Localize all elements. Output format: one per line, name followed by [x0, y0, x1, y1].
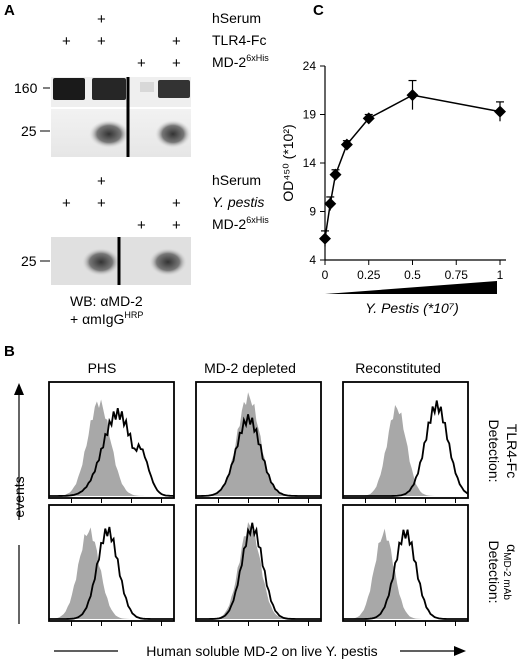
sample-histogram [343, 400, 469, 497]
dose-wedge [325, 281, 497, 294]
svg-text:+: + [137, 217, 146, 234]
row-label-md2-2: MD-26xHis [212, 215, 269, 232]
histogram-r2-c2 [195, 504, 322, 626]
row-label-ypestis: Y. pestis [212, 194, 264, 210]
x-tick-label: 0.25 [357, 268, 381, 282]
svg-text:+: + [97, 195, 106, 212]
control-histogram [196, 522, 321, 619]
svg-text:+: + [172, 55, 181, 72]
mw-25-top: 25 [21, 123, 37, 139]
histogram-r1-c3 [342, 381, 469, 503]
col-label-md2-depleted: MD-2 depleted [204, 360, 296, 376]
row-label-md2: MD-26xHis [212, 53, 269, 70]
y-tick-label: 14 [303, 156, 317, 170]
mw-25-bottom: 25 [21, 253, 37, 269]
x-tick-label: 0 [322, 268, 329, 282]
y-tick-label: 24 [303, 59, 317, 73]
y-tick-label: 19 [303, 108, 317, 122]
control-histogram [49, 399, 174, 496]
chart-c: 4 9 14 19 24 0 0.25 0.5 0.75 1 [303, 59, 506, 282]
row-label-md2mab: αMD-2 mAb [501, 544, 520, 600]
row-label-detection-2: Detection: [486, 540, 502, 603]
histogram-r2-c3 [342, 504, 469, 626]
sample-histogram [196, 522, 321, 620]
wb-caption-line2: + αmIgGHRP [70, 310, 143, 327]
histogram-r1-c2 [195, 381, 322, 503]
data-point [340, 138, 353, 151]
panel-a-top-plus-signs: + + + + + + [62, 11, 181, 72]
sample-histogram [49, 526, 174, 620]
sample-histogram [195, 414, 321, 497]
panel-a-label: A [4, 2, 15, 19]
control-histogram [49, 527, 174, 619]
sample-histogram [48, 407, 175, 497]
row-label-hserum-2: hSerum [212, 172, 261, 188]
data-point [406, 89, 419, 102]
svg-text:+: + [137, 55, 146, 72]
col-label-phs: PHS [88, 360, 117, 376]
control-histogram [343, 528, 468, 619]
svg-text:+: + [172, 33, 181, 50]
events-arrow-icon [14, 383, 24, 395]
svg-text:+: + [62, 33, 71, 50]
panel-c-label: C [313, 2, 324, 19]
data-point [362, 112, 375, 125]
x-tick-label: 0.75 [445, 268, 469, 282]
data-point [494, 105, 506, 118]
data-point [329, 168, 342, 181]
panel-b-label: B [4, 343, 15, 360]
chart-series [319, 79, 506, 247]
chart-x-label: Y. Pestis (*10⁷) [365, 300, 459, 316]
x-arrow-icon [454, 646, 466, 656]
wb-caption-line1: WB: αMD-2 [70, 293, 143, 309]
x-tick-label: 1 [497, 268, 504, 282]
row-label-tlr4fc-detect: TLR4-Fc [504, 424, 520, 478]
sample-histogram [343, 529, 468, 620]
data-point [324, 197, 337, 210]
svg-text:+: + [97, 11, 106, 28]
svg-text:+: + [172, 217, 181, 234]
series-line [324, 94, 501, 239]
panel-a-bottom-plus-signs: + + + + + + [62, 173, 181, 234]
row-label-tlr4fc: TLR4-Fc [212, 32, 266, 48]
y-tick-label: 4 [309, 253, 316, 267]
chart-x-ticks: 0 0.25 0.5 0.75 1 [322, 260, 504, 282]
y-tick-label: 9 [309, 205, 316, 219]
x-tick-label: 0.5 [404, 268, 421, 282]
svg-text:+: + [97, 173, 106, 190]
col-label-reconstituted: Reconstituted [355, 360, 441, 376]
blot-top-160 [51, 77, 191, 107]
row-label-hserum: hSerum [212, 10, 261, 26]
histogram-r1-c1 [48, 381, 175, 503]
svg-text:+: + [97, 33, 106, 50]
data-point [319, 232, 331, 245]
histogram-grid [48, 381, 469, 626]
row-label-detection-1: Detection: [486, 419, 502, 482]
svg-text:+: + [172, 195, 181, 212]
control-histogram [343, 405, 468, 496]
svg-text:+: + [62, 195, 71, 212]
chart-y-label: OD⁴⁵⁰ (*10²) [280, 124, 296, 201]
events-label: events [11, 476, 27, 517]
blot-bottom-25 [51, 237, 191, 285]
mw-160: 160 [14, 80, 38, 96]
histogram-r2-c1 [48, 504, 175, 626]
blot-top-25 [51, 109, 191, 157]
flow-x-label: Human soluble MD-2 on live Y. pestis [146, 643, 377, 659]
chart-y-ticks: 4 9 14 19 24 [303, 59, 325, 267]
